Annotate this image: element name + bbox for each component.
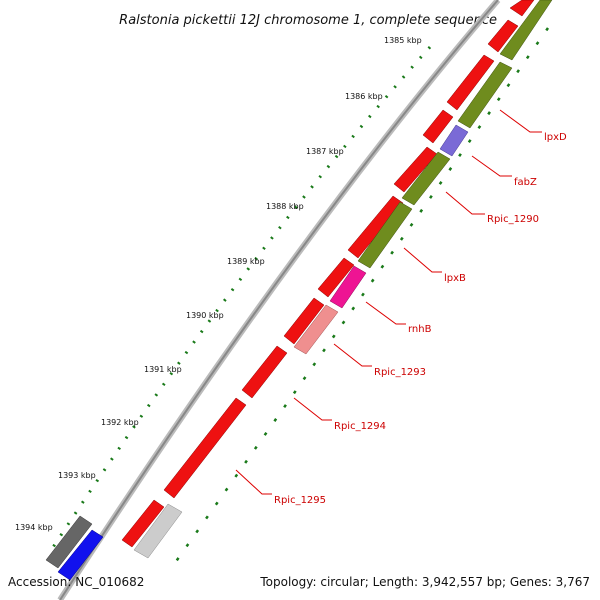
forward-gene-arrow[interactable] xyxy=(163,397,247,499)
summary-text: Topology: circular; Length: 3,942,557 bp… xyxy=(259,575,590,589)
rnhB-gene[interactable] xyxy=(329,265,367,309)
tick-label-1385: 1385 kbp xyxy=(384,36,422,45)
fabZ-gene[interactable] xyxy=(439,124,469,157)
inner-scale-ticks xyxy=(168,27,550,571)
gene-labels: lpxD fabZ Rpic_1290 lpxB rnhB Rpic_1293 … xyxy=(274,132,567,506)
tick-label-1388: 1388 kbp xyxy=(266,202,304,211)
bottom-features xyxy=(45,515,104,581)
light-grey-feature[interactable] xyxy=(133,503,183,559)
tick-label-1394: 1394 kbp xyxy=(15,523,53,532)
gene-label-rpic1293[interactable]: Rpic_1293 xyxy=(374,367,426,378)
gene-label-rpic1290[interactable]: Rpic_1290 xyxy=(487,214,539,225)
forward-gene-arrow[interactable] xyxy=(509,0,535,17)
forward-gene-arrow[interactable] xyxy=(446,54,495,111)
forward-gene-arrow[interactable] xyxy=(487,19,519,53)
tick-label-1390: 1390 kbp xyxy=(186,311,224,320)
blue-feature[interactable] xyxy=(57,529,104,581)
reverse-gene-arrow[interactable] xyxy=(357,201,413,269)
backbone-ring xyxy=(57,0,501,600)
forward-gene-arrow[interactable] xyxy=(347,195,404,259)
map-title: Ralstonia pickettii 12J chromosome 1, co… xyxy=(119,13,497,28)
tick-label-1386: 1386 kbp xyxy=(345,92,383,101)
gene-label-lpxB[interactable]: lpxB xyxy=(444,273,466,284)
forward-gene-arrow[interactable] xyxy=(121,499,165,548)
gene-label-fabZ[interactable]: fabZ xyxy=(514,177,537,188)
reverse-gene-arrow[interactable] xyxy=(457,61,513,129)
accession-text: Accession: NC_010682 xyxy=(8,575,144,589)
reverse-gene-arrow[interactable] xyxy=(499,0,553,61)
gene-label-rnhB[interactable]: rnhB xyxy=(408,324,432,335)
tick-label-1392: 1392 kbp xyxy=(101,418,139,427)
grey-feature[interactable] xyxy=(45,515,93,569)
forward-gene-arrow[interactable] xyxy=(241,345,288,399)
tick-label-1389: 1389 kbp xyxy=(227,257,265,266)
reverse-gene-arrow[interactable] xyxy=(401,151,451,206)
tick-label-1391: 1391 kbp xyxy=(144,365,182,374)
tick-label-1393: 1393 kbp xyxy=(58,471,96,480)
scale-dots xyxy=(46,46,432,556)
forward-strand-genes xyxy=(121,0,535,548)
reverse-strand-genes xyxy=(133,0,553,559)
tick-label-1387: 1387 kbp xyxy=(306,147,344,156)
gene-label-rpic1294[interactable]: Rpic_1294 xyxy=(334,421,386,432)
scale-tick-labels: 1385 kbp 1386 kbp 1387 kbp 1388 kbp 1389… xyxy=(15,36,422,532)
Rpic_1293-gene[interactable] xyxy=(293,304,339,355)
forward-gene-arrow[interactable] xyxy=(422,109,454,144)
forward-gene-arrow[interactable] xyxy=(317,257,355,298)
forward-gene-arrow[interactable] xyxy=(283,297,325,345)
label-leader-lines xyxy=(235,109,542,495)
gene-label-rpic1295[interactable]: Rpic_1295 xyxy=(274,495,326,506)
gene-label-lpxD[interactable]: lpxD xyxy=(544,132,567,143)
